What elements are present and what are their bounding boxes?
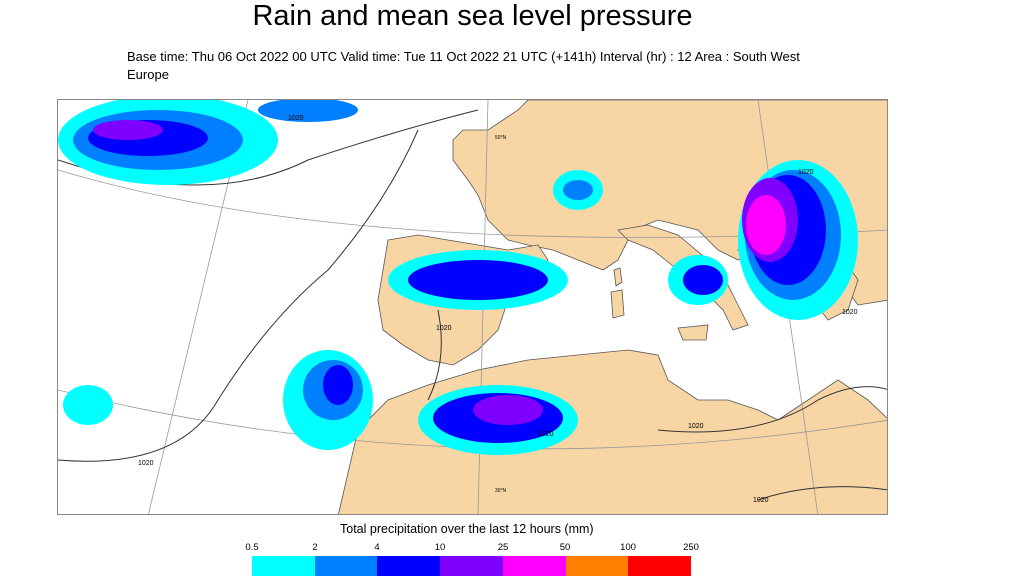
legend-threshold: 10 [434,542,446,553]
map-canvas: 1020 1020 1020 1020 1020 1020 1020 1020 … [58,100,887,514]
isobar-label: 1020 [753,497,769,504]
legend-threshold: 25 [497,542,509,553]
legend-swatch-1 [314,556,378,576]
isobar-label: 1020 [436,325,452,332]
isobar-label: 1020 [538,431,554,438]
legend-swatch-0 [252,556,315,576]
weather-map[interactable]: 1020 1020 1020 1020 1020 1020 1020 1020 … [57,99,888,515]
isobar-label: 1020 [842,309,858,316]
isobar-label: 1020 [138,460,154,467]
africa-land [338,349,887,514]
legend-threshold: 0.5 [245,542,259,553]
legend-threshold: 50 [559,542,571,553]
legend-threshold: 2 [312,542,318,553]
legend-threshold: 4 [374,542,380,553]
isobar-label: 1020 [688,423,704,430]
legend-threshold: 100 [620,542,636,553]
run-info-subtitle: Base time: Thu 06 Oct 2022 00 UTC Valid … [127,49,800,82]
graticule-label: 30°N [495,488,507,494]
sardinia-land [610,289,625,319]
isobar-label: 1020 [798,169,814,176]
legend-color-bar [252,556,692,576]
legend-swatch-6 [628,556,692,576]
legend-threshold: 250 [683,542,699,553]
precipitation [58,100,858,455]
legend-swatch-5 [565,556,629,576]
page-title: Rain and mean sea level pressure [252,0,693,32]
legend-swatch-3 [440,556,503,576]
legend-swatch-2 [377,556,441,576]
graticule-label: 50°N [495,135,507,141]
isobar-labels: 1020 1020 1020 1020 1020 1020 1020 1020 … [138,115,858,504]
legend-thresholds: 0.5 2 4 10 25 50 100 250 [240,542,710,554]
legend-title: Total precipitation over the last 12 hou… [340,522,594,536]
sicily-land [677,324,709,341]
corsica-land [613,267,623,287]
isobar-label: 1020 [288,115,304,122]
legend-swatch-4 [502,556,566,576]
